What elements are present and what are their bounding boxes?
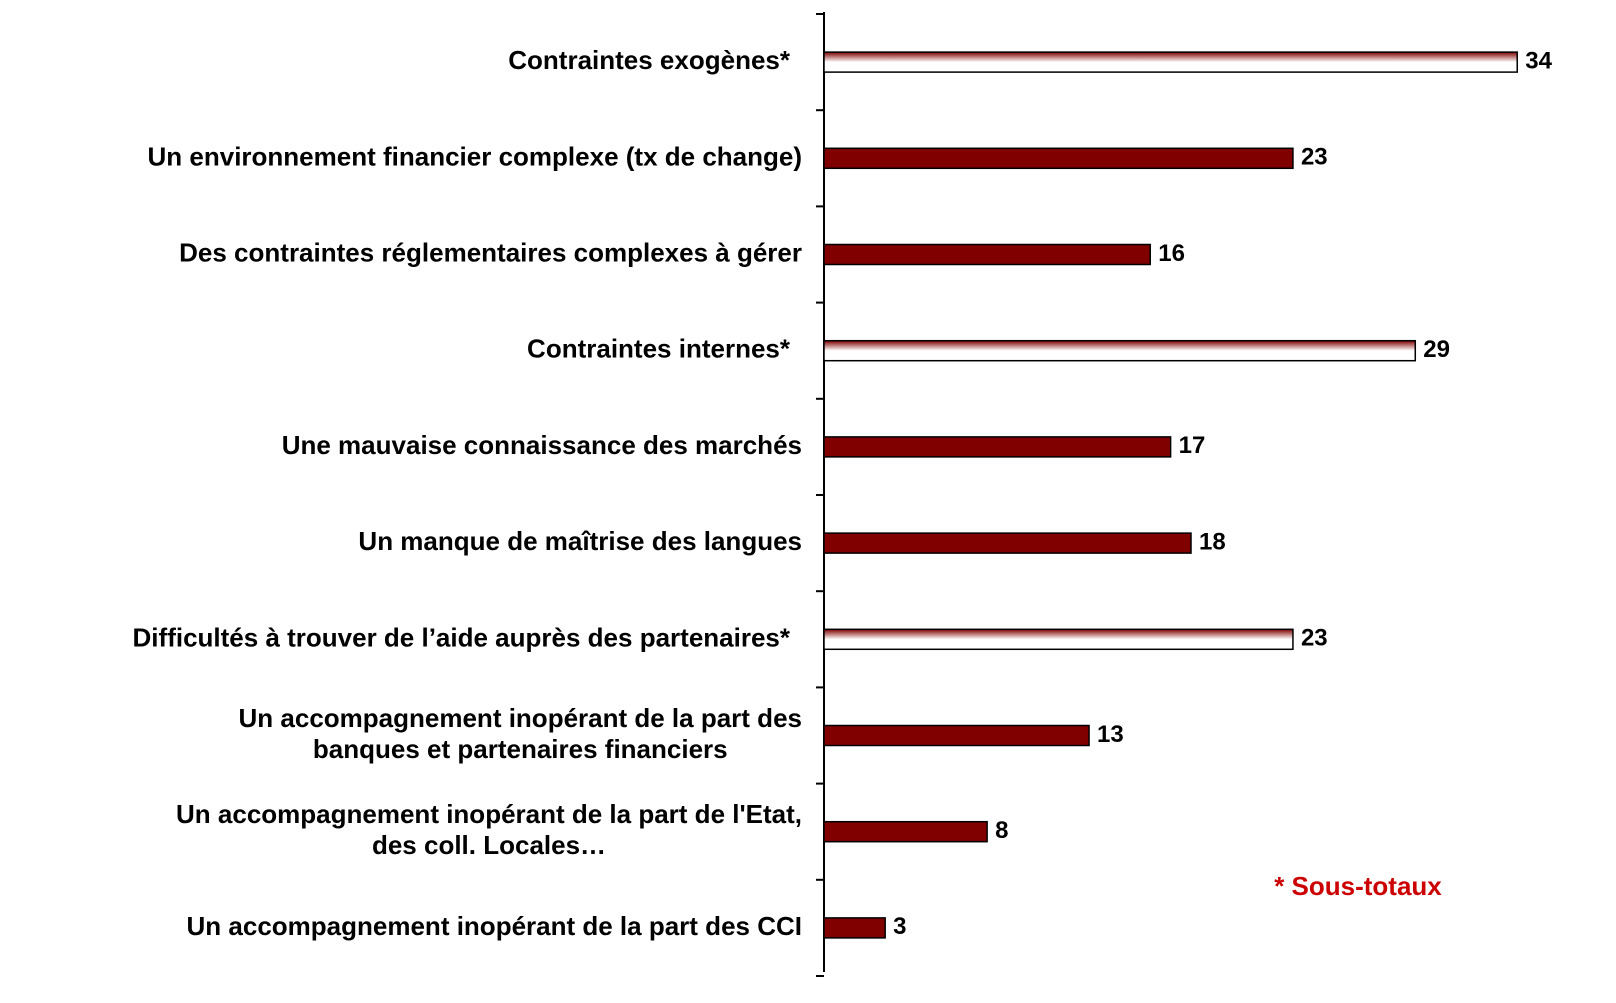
bar	[823, 532, 1192, 554]
bar	[823, 436, 1172, 458]
bar	[823, 820, 988, 843]
annotation: * Sous-totaux	[1274, 871, 1442, 901]
category-label: Un accompagnement inopérant de la part d…	[187, 911, 802, 941]
category-label: Des contraintes réglementaires complexes…	[179, 237, 802, 267]
value-label: 17	[1179, 432, 1206, 459]
category-label: Un accompagnement inopérant de la part d…	[239, 703, 802, 764]
category-label: Un manque de maîtrise des langues	[358, 526, 802, 556]
category-label: Contraintes internes*	[527, 334, 791, 364]
value-label: 13	[1097, 721, 1124, 748]
value-label: 3	[893, 913, 906, 940]
bar	[823, 243, 1151, 266]
value-label: 23	[1301, 144, 1328, 171]
bar	[823, 147, 1294, 170]
bar	[823, 339, 1417, 362]
category-label: Difficultés à trouver de l’aide auprès d…	[133, 622, 791, 652]
category-label: Contraintes exogènes*	[508, 45, 791, 75]
value-label: 8	[995, 817, 1008, 844]
bar	[823, 628, 1294, 651]
category-label: Un accompagnement inopérant de la part d…	[176, 799, 802, 860]
value-label: 23	[1301, 625, 1328, 652]
category-label: Une mauvaise connaissance des marchés	[282, 430, 802, 460]
value-label: 16	[1158, 240, 1185, 267]
bar	[823, 917, 886, 939]
value-label: 18	[1199, 528, 1226, 555]
value-label: 29	[1423, 336, 1450, 363]
bar	[823, 724, 1090, 747]
bar	[823, 51, 1518, 73]
value-label: 34	[1525, 47, 1552, 74]
category-label: Un environnement financier complexe (tx …	[148, 141, 802, 171]
